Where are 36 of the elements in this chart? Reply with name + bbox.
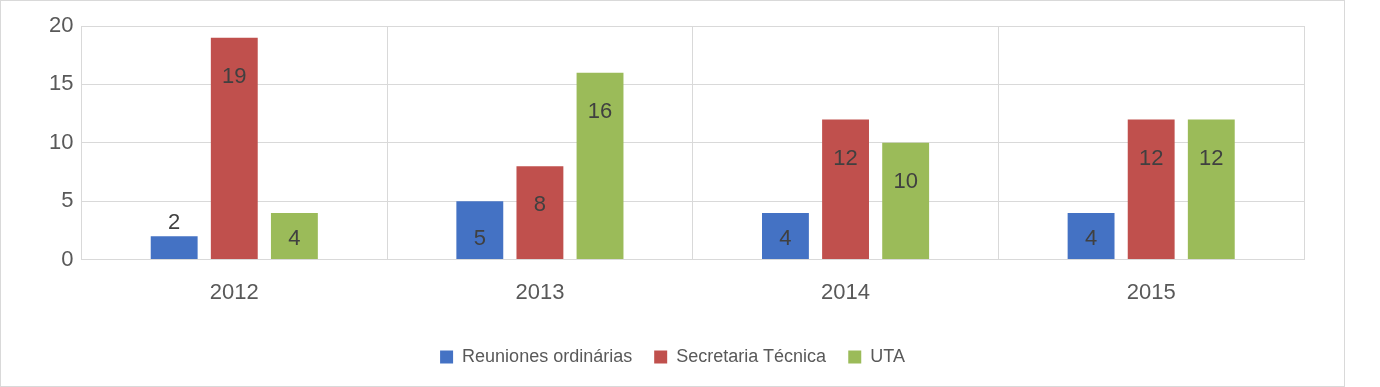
data-label: 4 bbox=[1084, 225, 1098, 251]
data-label: 16 bbox=[587, 97, 613, 123]
bar bbox=[882, 142, 930, 260]
y-tick-label: 15 bbox=[48, 70, 74, 96]
data-label: 12 bbox=[1199, 144, 1224, 170]
data-label: 12 bbox=[1138, 144, 1164, 170]
data-label: 5 bbox=[473, 225, 486, 251]
data-label: 10 bbox=[893, 167, 918, 193]
data-label: 4 bbox=[779, 225, 792, 251]
bar bbox=[1067, 212, 1115, 260]
bar bbox=[1187, 119, 1235, 260]
data-label: 8 bbox=[533, 191, 547, 217]
bar bbox=[576, 72, 624, 260]
data-label: 19 bbox=[222, 62, 247, 88]
data-label: 12 bbox=[833, 144, 858, 170]
x-tick-label: 2015 bbox=[1126, 278, 1176, 304]
x-tick-label: 2012 bbox=[209, 278, 259, 304]
legend-label: Reuniones ordinárias bbox=[462, 345, 633, 366]
legend-label: Secretaria Técnica bbox=[676, 345, 827, 366]
y-tick-label: 20 bbox=[48, 12, 74, 38]
y-tick-label: 10 bbox=[48, 128, 74, 154]
bar bbox=[516, 166, 564, 260]
data-label: 4 bbox=[288, 225, 301, 251]
bar bbox=[270, 212, 318, 260]
bar bbox=[456, 201, 504, 260]
bar bbox=[1127, 119, 1175, 260]
y-tick-label: 5 bbox=[61, 187, 74, 213]
y-tick-label: 0 bbox=[61, 245, 74, 271]
x-tick-label: 2013 bbox=[515, 278, 565, 304]
bar bbox=[762, 212, 809, 260]
x-tick-label: 2014 bbox=[821, 278, 871, 304]
bar bbox=[822, 119, 869, 260]
legend-label: UTA bbox=[870, 345, 905, 366]
bar bbox=[150, 236, 198, 260]
data-label: 2 bbox=[168, 209, 181, 235]
bar bbox=[210, 37, 258, 260]
